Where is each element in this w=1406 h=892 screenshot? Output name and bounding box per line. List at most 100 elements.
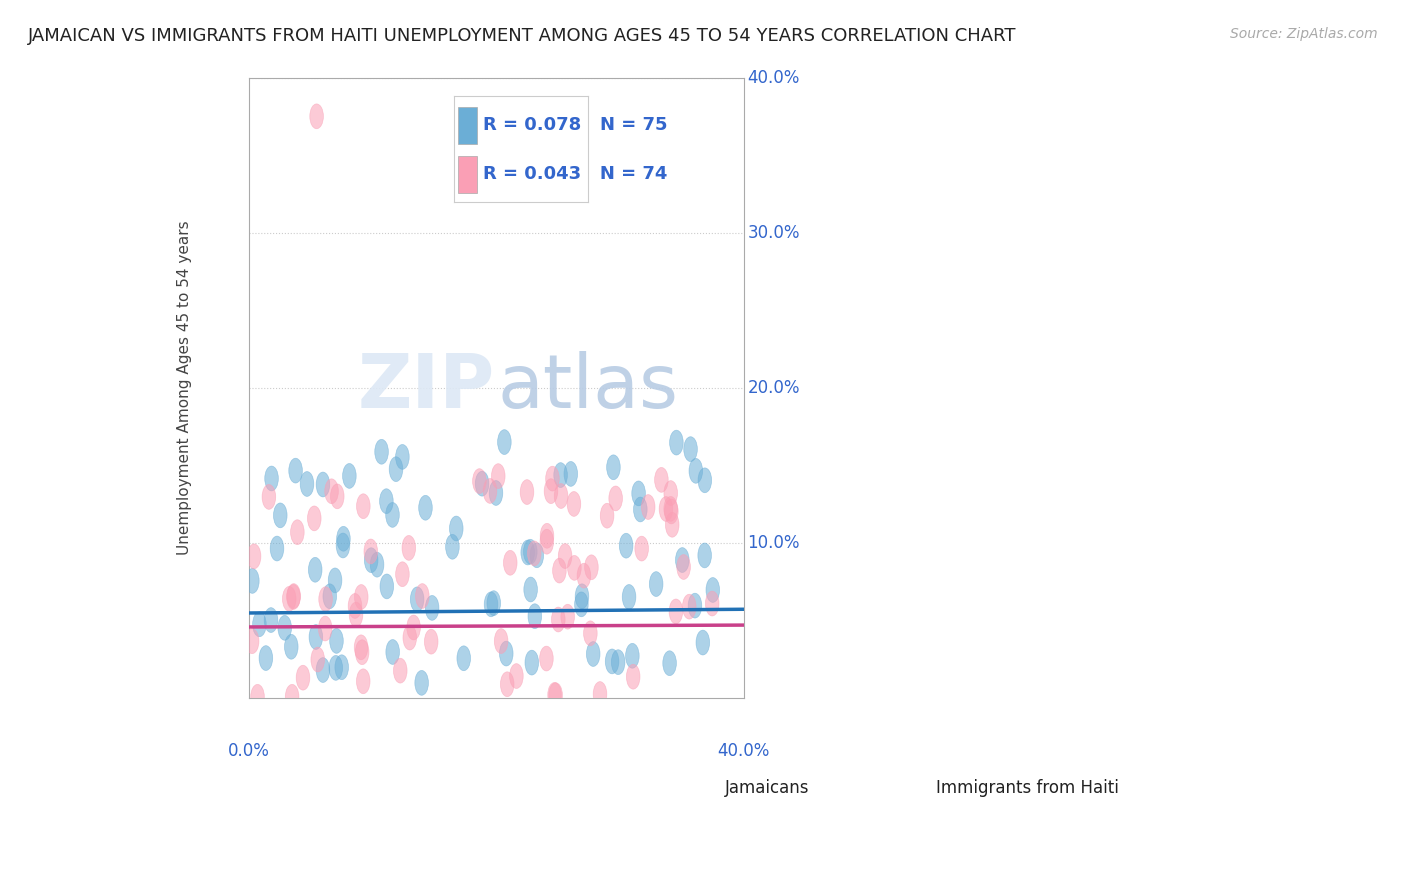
Ellipse shape: [385, 640, 399, 665]
Ellipse shape: [457, 646, 471, 671]
Ellipse shape: [308, 506, 321, 531]
Ellipse shape: [665, 499, 678, 524]
Ellipse shape: [697, 543, 711, 568]
Ellipse shape: [395, 562, 409, 587]
Ellipse shape: [389, 457, 402, 482]
Ellipse shape: [688, 593, 702, 618]
Ellipse shape: [696, 630, 710, 655]
Ellipse shape: [245, 629, 259, 654]
Ellipse shape: [262, 484, 276, 509]
Ellipse shape: [273, 503, 287, 528]
Ellipse shape: [330, 484, 344, 508]
Ellipse shape: [329, 656, 343, 681]
Ellipse shape: [356, 669, 370, 694]
Ellipse shape: [706, 591, 718, 616]
Ellipse shape: [585, 555, 598, 580]
Ellipse shape: [586, 641, 600, 666]
Ellipse shape: [529, 604, 541, 629]
Ellipse shape: [682, 594, 696, 619]
Ellipse shape: [567, 491, 581, 516]
Ellipse shape: [385, 502, 399, 527]
Text: Unemployment Among Ages 45 to 54 years: Unemployment Among Ages 45 to 54 years: [177, 220, 191, 555]
Ellipse shape: [503, 550, 517, 575]
Ellipse shape: [634, 497, 647, 522]
Ellipse shape: [316, 472, 330, 497]
Ellipse shape: [311, 647, 325, 672]
Ellipse shape: [472, 468, 486, 493]
Ellipse shape: [319, 587, 332, 612]
Text: 40.0%: 40.0%: [748, 69, 800, 87]
Ellipse shape: [309, 624, 323, 649]
FancyBboxPatch shape: [886, 772, 917, 804]
Text: atlas: atlas: [498, 351, 679, 425]
Ellipse shape: [520, 480, 534, 505]
Ellipse shape: [662, 651, 676, 675]
Text: Immigrants from Haiti: Immigrants from Haiti: [935, 779, 1118, 797]
Text: 40.0%: 40.0%: [717, 742, 770, 760]
Ellipse shape: [551, 607, 565, 632]
Ellipse shape: [335, 655, 349, 680]
Ellipse shape: [416, 583, 429, 608]
Ellipse shape: [284, 634, 298, 659]
Ellipse shape: [568, 556, 581, 581]
Ellipse shape: [270, 536, 284, 561]
Ellipse shape: [415, 671, 429, 695]
Ellipse shape: [697, 468, 711, 492]
Ellipse shape: [309, 103, 323, 128]
Ellipse shape: [492, 464, 505, 489]
Ellipse shape: [706, 577, 720, 602]
Ellipse shape: [495, 629, 508, 654]
Ellipse shape: [316, 657, 330, 682]
Ellipse shape: [259, 646, 273, 671]
Ellipse shape: [356, 640, 368, 665]
Ellipse shape: [247, 544, 262, 569]
Ellipse shape: [419, 495, 432, 520]
Ellipse shape: [600, 503, 614, 528]
Ellipse shape: [411, 587, 425, 612]
Ellipse shape: [375, 440, 388, 464]
Ellipse shape: [354, 584, 368, 609]
Ellipse shape: [650, 572, 664, 597]
Ellipse shape: [446, 534, 460, 559]
Ellipse shape: [564, 461, 578, 486]
Ellipse shape: [364, 539, 378, 564]
Ellipse shape: [659, 497, 673, 522]
Ellipse shape: [605, 649, 619, 673]
Ellipse shape: [689, 458, 703, 483]
Ellipse shape: [486, 591, 501, 615]
Ellipse shape: [323, 584, 336, 608]
Ellipse shape: [540, 524, 554, 549]
Ellipse shape: [548, 682, 562, 707]
Ellipse shape: [655, 467, 668, 492]
Text: Source: ZipAtlas.com: Source: ZipAtlas.com: [1230, 27, 1378, 41]
Ellipse shape: [278, 615, 291, 640]
Ellipse shape: [264, 607, 278, 632]
Ellipse shape: [593, 681, 607, 706]
Ellipse shape: [609, 486, 623, 511]
Ellipse shape: [250, 684, 264, 709]
Text: 20.0%: 20.0%: [748, 379, 800, 397]
Ellipse shape: [665, 512, 679, 537]
Ellipse shape: [484, 592, 498, 616]
Ellipse shape: [288, 458, 302, 483]
Ellipse shape: [583, 621, 598, 646]
Ellipse shape: [329, 629, 343, 653]
Ellipse shape: [406, 615, 420, 640]
Ellipse shape: [287, 583, 301, 608]
Ellipse shape: [636, 536, 648, 561]
Ellipse shape: [540, 529, 554, 554]
Ellipse shape: [554, 463, 568, 488]
Ellipse shape: [631, 481, 645, 506]
Ellipse shape: [575, 592, 588, 616]
Ellipse shape: [349, 593, 361, 618]
Ellipse shape: [669, 430, 683, 455]
Ellipse shape: [501, 672, 515, 697]
Ellipse shape: [404, 625, 416, 650]
Ellipse shape: [325, 479, 339, 504]
Ellipse shape: [285, 684, 299, 709]
Ellipse shape: [683, 437, 697, 461]
Ellipse shape: [540, 646, 553, 671]
Ellipse shape: [523, 540, 537, 564]
Ellipse shape: [527, 541, 541, 566]
Ellipse shape: [336, 526, 350, 551]
